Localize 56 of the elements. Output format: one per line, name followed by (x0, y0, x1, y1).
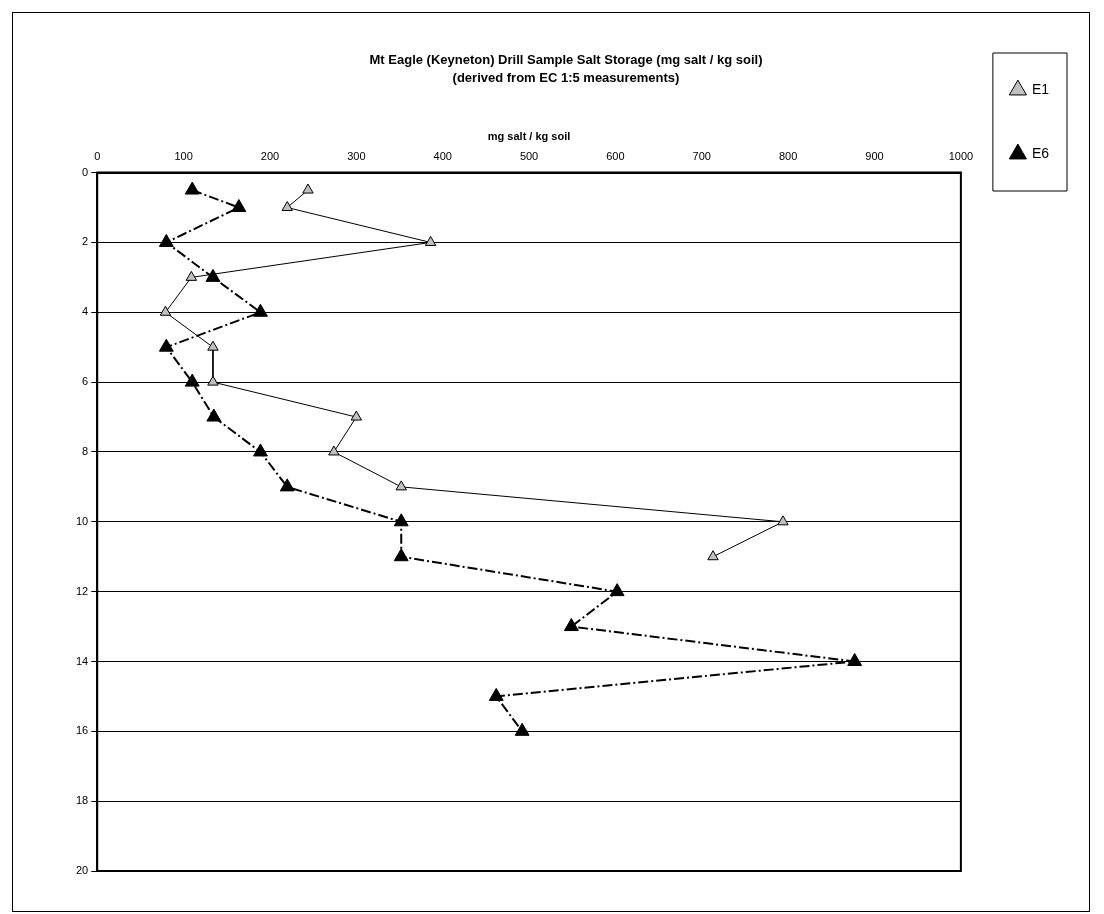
y-tick-label: 10 (75, 514, 89, 527)
y-tick-label: 0 (82, 165, 89, 178)
chart-title: Mt Eagle (Keyneton) Drill Sample Salt Storage (mg salt / kg soil) (369, 52, 763, 68)
point (302, 183, 314, 194)
point (609, 583, 625, 597)
point (185, 270, 198, 281)
point (488, 687, 504, 701)
point (847, 652, 863, 666)
point (158, 233, 174, 247)
y-tick-label: 20 (75, 864, 89, 877)
point (328, 445, 340, 456)
point (159, 305, 172, 316)
x-axis-title: mg salt / kg soil (487, 129, 571, 142)
point (205, 268, 221, 282)
point (424, 235, 437, 246)
legend-label: E1 (1031, 80, 1050, 97)
point (563, 618, 579, 632)
point (253, 443, 268, 457)
legend-label: E6 (1031, 144, 1050, 161)
point (393, 513, 409, 527)
point (514, 722, 530, 736)
point (207, 375, 219, 386)
point (207, 340, 219, 351)
x-tick-label: 900 (865, 150, 884, 163)
point (395, 480, 407, 491)
x-tick-label: 800 (778, 150, 798, 163)
y-tick-label: 4 (82, 305, 89, 318)
x-tick-label: 1000 (948, 150, 974, 163)
x-tick-label: 400 (433, 150, 452, 163)
point (777, 515, 789, 526)
x-tick-label: 0 (94, 150, 101, 163)
point (393, 548, 409, 562)
y-tick-label: 18 (75, 794, 89, 807)
point (231, 199, 247, 213)
point (281, 201, 293, 212)
point (707, 550, 719, 561)
x-tick-label: 300 (347, 150, 366, 163)
x-tick-label: 200 (260, 150, 280, 163)
point (253, 303, 268, 317)
y-tick-label: 12 (75, 584, 89, 597)
x-tick-label: 500 (519, 150, 539, 163)
y-tick-label: 8 (82, 444, 89, 457)
point (184, 181, 200, 195)
x-tick-label: 100 (174, 150, 193, 163)
y-tick-label: 16 (75, 724, 89, 737)
y-tick-label: 2 (82, 235, 89, 248)
x-tick-label: 700 (692, 150, 711, 163)
y-tick-label: 6 (82, 375, 89, 388)
chart-subtitle: (derived from EC 1:5 measurements) (452, 69, 680, 85)
point (184, 373, 200, 387)
point (206, 408, 222, 422)
point (279, 478, 295, 492)
y-tick-label: 14 (75, 654, 89, 667)
x-tick-label: 600 (606, 150, 625, 163)
point (158, 338, 174, 352)
point (350, 410, 363, 421)
